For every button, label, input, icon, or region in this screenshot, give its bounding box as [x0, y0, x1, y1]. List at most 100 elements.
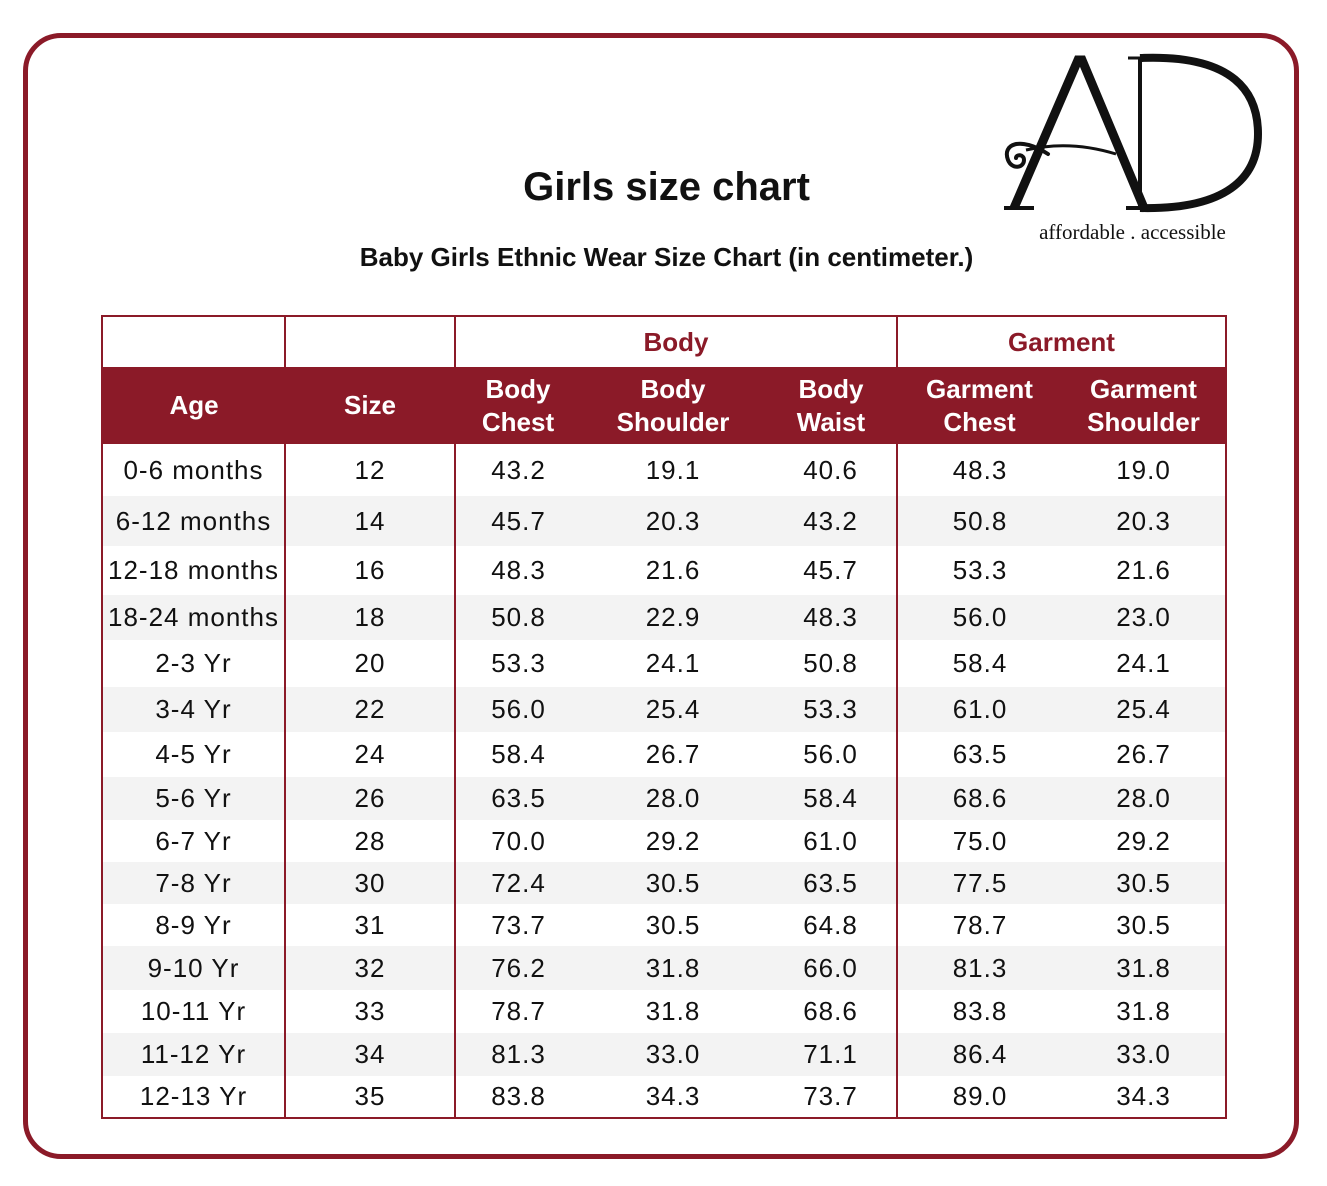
cell-body-shoulder: 30.5	[645, 909, 701, 940]
cell-body-shoulder: 26.7	[645, 739, 701, 769]
brand-tagline: affordable . accessible	[1039, 220, 1226, 244]
column-header-line: Chest	[481, 406, 555, 437]
table-row: 5-6 Yr 26 63.5 28.0 58.4 68.6 28.0	[102, 777, 1226, 820]
cell-size: 35	[285, 1076, 456, 1118]
group-header-garment: Garment	[897, 316, 1226, 367]
column-header-size-label: Size	[343, 390, 397, 420]
cell-body-shoulder: 28.0	[581, 777, 765, 820]
cell-garment-chest: 78.7	[952, 909, 1008, 940]
cell-garment-chest: 75.0	[952, 825, 1008, 856]
cell-garment-chest: 63.5	[952, 739, 1008, 769]
cell-age: 11-12 Yr	[102, 1033, 286, 1076]
table-row: 12-18 months 16 48.3 21.6 45.7 53.3 21.6	[102, 546, 1226, 595]
cell-body-chest: 70.0	[491, 825, 546, 856]
cell-garment-chest: 83.8	[952, 996, 1008, 1026]
cell-garment-chest: 86.4	[897, 1033, 1062, 1076]
cell-age: 10-11 Yr	[102, 990, 286, 1033]
table-row: 3-4 Yr 22 56.0 25.4 53.3 61.0 25.4	[102, 687, 1226, 732]
cell-age: 6-12 months	[102, 496, 286, 546]
cell-garment-chest: 68.6	[897, 777, 1062, 820]
cell-garment-chest: 81.3	[897, 946, 1062, 990]
cell-body-waist: 50.8	[765, 640, 898, 687]
cell-garment-chest: 53.3	[952, 555, 1008, 585]
column-header-line: Garment	[1090, 373, 1197, 404]
column-header-garment-shoulder: Garment Shoulder	[1062, 367, 1226, 444]
cell-garment-shoulder: 19.0	[1116, 454, 1171, 485]
cell-age: 4-5 Yr	[102, 732, 286, 777]
cell-body-shoulder: 20.3	[581, 496, 765, 546]
page-subtitle: Baby Girls Ethnic Wear Size Chart (in ce…	[359, 242, 974, 272]
cell-body-waist: 40.6	[765, 444, 898, 496]
cell-size: 12	[285, 444, 456, 496]
cell-body-shoulder: 30.5	[581, 862, 765, 904]
table-row: 0-6 months 12 43.2 19.1 40.6 48.3 19.0	[102, 444, 1226, 496]
page-title: Girls size chart	[523, 165, 810, 209]
cell-age: 6-7 Yr	[102, 820, 286, 862]
column-header-line: Body	[640, 373, 706, 404]
cell-body-shoulder: 31.8	[645, 996, 701, 1026]
cell-body-chest: 83.8	[491, 1081, 546, 1111]
cell-size: 28	[285, 820, 456, 862]
size-chart-body: 0-6 months 12 43.2 19.1 40.6 48.3 19.0 6-12 mon…	[102, 444, 1226, 1118]
cell-garment-chest: 58.4	[952, 648, 1008, 678]
column-header-line: Body	[798, 373, 864, 404]
cell-body-shoulder: 33.0	[581, 1033, 765, 1076]
cell-garment-shoulder: 30.5	[1116, 909, 1171, 940]
table-row: 10-11 Yr 33 78.7 31.8 68.6 83.8 31.8	[102, 990, 1226, 1033]
cell-body-waist: 43.2	[765, 496, 898, 546]
cell-garment-shoulder: 31.8	[1062, 946, 1226, 990]
table-row: 6-12 months 14 45.7 20.3 43.2 50.8 20.3	[102, 496, 1226, 546]
column-header-line: Shoulder	[616, 406, 730, 437]
cell-garment-shoulder: 30.5	[1062, 862, 1226, 904]
cell-age: 2-3 Yr	[102, 640, 286, 687]
cell-size: 32	[285, 946, 456, 990]
table-row: 11-12 Yr 34 81.3 33.0 71.1 86.4 33.0	[102, 1033, 1226, 1076]
cell-age: 7-8 Yr	[102, 862, 286, 904]
cell-body-waist: 61.0	[765, 820, 898, 862]
cell-size: 18	[285, 595, 456, 640]
cell-garment-shoulder: 23.0	[1062, 595, 1226, 640]
cell-body-waist: 48.3	[765, 595, 898, 640]
cell-garment-shoulder: 25.4	[1062, 687, 1226, 732]
cell-garment-shoulder: 28.0	[1062, 777, 1226, 820]
column-header-line: Garment	[926, 373, 1033, 404]
cell-body-shoulder: 21.6	[645, 555, 701, 585]
cell-body-waist: 71.1	[765, 1033, 898, 1076]
table-row: 4-5 Yr 24 58.4 26.7 56.0 63.5 26.7	[102, 732, 1226, 777]
group-header-empty	[285, 316, 456, 367]
cell-size: 33	[285, 990, 456, 1033]
cell-age: 5-6 Yr	[102, 777, 286, 820]
cell-size: 30	[285, 862, 456, 904]
table-row: 7-8 Yr 30 72.4 30.5 63.5 77.5 30.5	[102, 862, 1226, 904]
cell-size: 14	[285, 496, 456, 546]
group-header-body: Body	[455, 316, 898, 367]
cell-body-waist: 56.0	[765, 732, 898, 777]
column-header-body-shoulder: Body Shoulder	[581, 367, 765, 444]
cell-age: 0-6 months	[102, 444, 286, 496]
column-header-line: Body	[485, 373, 551, 404]
cell-body-shoulder: 31.8	[581, 946, 765, 990]
table-row: 18-24 months 18 50.8 22.9 48.3 56.0 23.0	[102, 595, 1226, 640]
cell-age: 12-13 Yr	[102, 1076, 286, 1118]
cell-size: 31	[285, 904, 456, 946]
cell-body-waist: 58.4	[765, 777, 898, 820]
cell-body-waist: 45.7	[765, 546, 898, 595]
cell-body-waist: 66.0	[765, 946, 898, 990]
cell-body-chest: 76.2	[455, 946, 581, 990]
group-header-row: Body Garment	[102, 316, 1226, 367]
brand-logo	[1004, 53, 1263, 213]
cell-body-shoulder: 25.4	[581, 687, 765, 732]
cell-garment-chest: 56.0	[897, 595, 1062, 640]
cell-body-waist: 64.8	[765, 904, 898, 946]
cell-garment-shoulder: 33.0	[1062, 1033, 1226, 1076]
column-header-line: Waist	[796, 406, 866, 437]
table-row: 12-13 Yr 35 83.8 34.3 73.7 89.0 34.3	[102, 1076, 1226, 1118]
table-row: 6-7 Yr 28 70.0 29.2 61.0 75.0 29.2	[102, 820, 1226, 862]
column-header-line: Shoulder	[1087, 406, 1200, 437]
cell-body-waist: 73.7	[765, 1076, 898, 1118]
column-header-body-waist: Body Waist	[765, 367, 897, 444]
cell-size: 16	[285, 546, 456, 595]
cell-age: 3-4 Yr	[102, 687, 286, 732]
cell-body-chest: 53.3	[491, 648, 546, 678]
cell-garment-chest: 48.3	[952, 454, 1008, 485]
